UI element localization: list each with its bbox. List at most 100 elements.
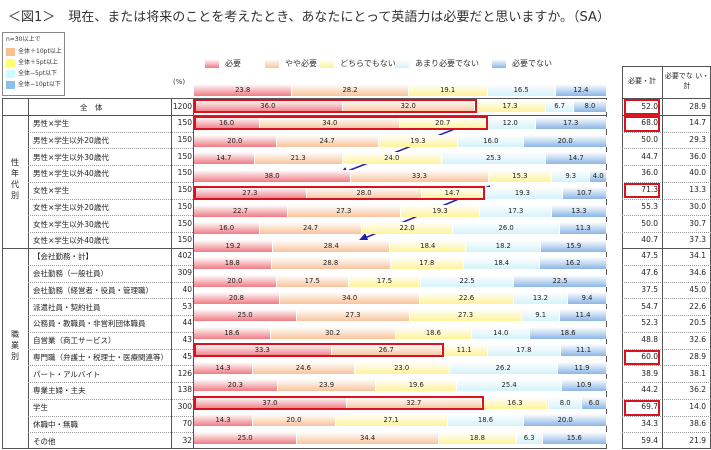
bar-segment-2: 30.2 [270,326,396,339]
need-total-value: 60.0 [641,351,658,361]
bar-highlight [194,116,488,131]
row-divider [28,215,193,217]
row-divider [622,264,711,266]
need-total-value: 50.0 [641,218,658,228]
row-divider [28,181,193,183]
bar-segment-3: 16.3 [481,396,550,409]
row-divider [28,281,193,283]
row-divider [622,415,711,417]
data-bar: 20.0 17.5 17.5 22.5 22.5 [194,274,607,287]
row-divider [622,315,711,316]
table-divider [171,98,172,449]
row-divider [28,231,193,233]
row-n: 1200 [172,101,192,111]
not-need-total-value: 20.5 [689,318,706,328]
row-label: 派遣社員・契約社員 [33,302,101,312]
bar-segment-1: 23.8 [194,84,293,96]
not-need-total-value: 38.1 [689,368,706,378]
condition-label: 全体−5pt以下 [18,70,58,77]
data-bar: 20.8 34.0 22.6 13.2 9.4 [194,291,607,304]
row-divider [622,298,711,300]
bar-segment-2: 26.7 [331,344,442,357]
bar-segment-3: 18.8 [439,431,517,444]
row-divider [28,331,193,333]
row-label: 男性×学生以外20歳代 [33,136,109,146]
bar-segment-1: 20.0 [194,274,277,287]
condition-legend-item: 全体＋10pt以上 [6,47,62,56]
data-bar: 22.7 27.3 19.3 17.3 13.3 [194,204,607,217]
bar-segment-3: 17.8 [390,257,465,270]
row-label: その他 [33,436,56,446]
bar-segment-2: 17.5 [276,274,349,287]
condition-legend-title: n=30以上で [6,36,41,43]
row-divider [622,181,711,183]
bar-segment-2: 27.3 [297,309,410,322]
need-total-highlight [624,116,660,132]
row-n: 150 [177,235,192,245]
legend-label: 必要でない [512,59,552,68]
row-label: 休職中・無職 [33,419,78,429]
condition-label: 全体−10pt以下 [18,81,61,88]
row-divider [622,398,711,400]
data-bar: 38.0 33.3 15.3 9.3 4.0 [194,169,607,182]
bar-segment-3: 18.6 [395,326,473,339]
bar-segment-4: 19.3 [483,187,563,200]
data-bar: 33.3 26.7 11.1 17.8 11.1 [194,344,607,357]
bar-segment-4: 18.2 [466,239,542,252]
need-total-value: 50.0 [641,135,658,145]
bar-segment-5: 11.9 [557,361,607,374]
table-divider [28,98,29,449]
bar-segment-5: 4.0 [590,169,607,182]
row-label: 【会社勤務・計】 [33,252,93,262]
legend-item: どちらでもない [320,58,396,69]
row-label: 女性×学生以外20歳代 [33,202,109,212]
need-total-value: 68.0 [641,118,658,128]
row-label: 会社勤務（経営者・役員・管理職） [33,285,153,295]
bar-segment-3: 11.1 [441,344,488,357]
bar-segment-3: 17.5 [348,274,422,287]
bar-segment-4: 26.0 [452,222,561,235]
row-divider [28,315,193,316]
group-label-occupation: 職業別 [11,330,19,361]
legend-item: やや必要 [265,58,317,69]
row-divider [28,432,193,434]
need-total-value: 44.2 [641,385,658,395]
condition-label: 全体＋5pt以上 [18,59,58,66]
legend-label: どちらでもない [340,59,396,68]
percent-unit-label: (%) [173,78,186,86]
bar-segment-3: 14.7 [422,187,484,200]
condition-legend-item: 全体−10pt以下 [6,80,61,89]
bar-segment-3: 27.3 [409,309,523,322]
data-bar: 36.0 32.0 17.3 6.7 8.0 [194,100,607,112]
row-divider [622,365,711,367]
bar-segment-1: 27.3 [194,187,307,200]
bar-segment-4: 17.8 [487,344,562,357]
group-label-gender-age: 性年代別 [11,158,19,200]
row-divider [28,264,193,266]
not-need-total-value: 21.9 [689,435,706,445]
not-need-total-value: 32.6 [689,335,706,345]
row-divider [28,298,193,300]
row-n: 45 [182,351,192,361]
need-total-value: 69.7 [641,402,658,412]
legend-label: あまり必要でない [415,59,479,68]
bar-segment-5: 8.0 [573,100,607,112]
row-divider [622,115,711,116]
row-label: 専業主婦・主夫 [33,386,86,396]
row-label: 男性×学生以外40歳代 [33,169,109,179]
row-n: 53 [182,301,192,311]
header-divider [622,98,711,99]
legend-swatch [492,59,506,68]
bar-segment-3: 17.3 [474,100,547,112]
bar-segment-2: 21.3 [254,152,343,165]
data-bar: 37.0 32.7 16.3 8.0 6.0 [194,396,607,409]
bar-segment-4: 9.1 [522,309,560,322]
need-total-value: 37.5 [641,284,658,294]
bar-segment-5: 11.4 [559,309,607,322]
bar-segment-4: 6.7 [546,100,574,112]
bar-segment-4: 26.2 [449,361,558,374]
bar-segment-4: 16.0 [458,134,525,147]
bar-segment-3: 15.3 [488,169,552,182]
not-need-total-value: 13.3 [689,185,706,195]
bar-segment-3: 27.1 [335,414,448,427]
